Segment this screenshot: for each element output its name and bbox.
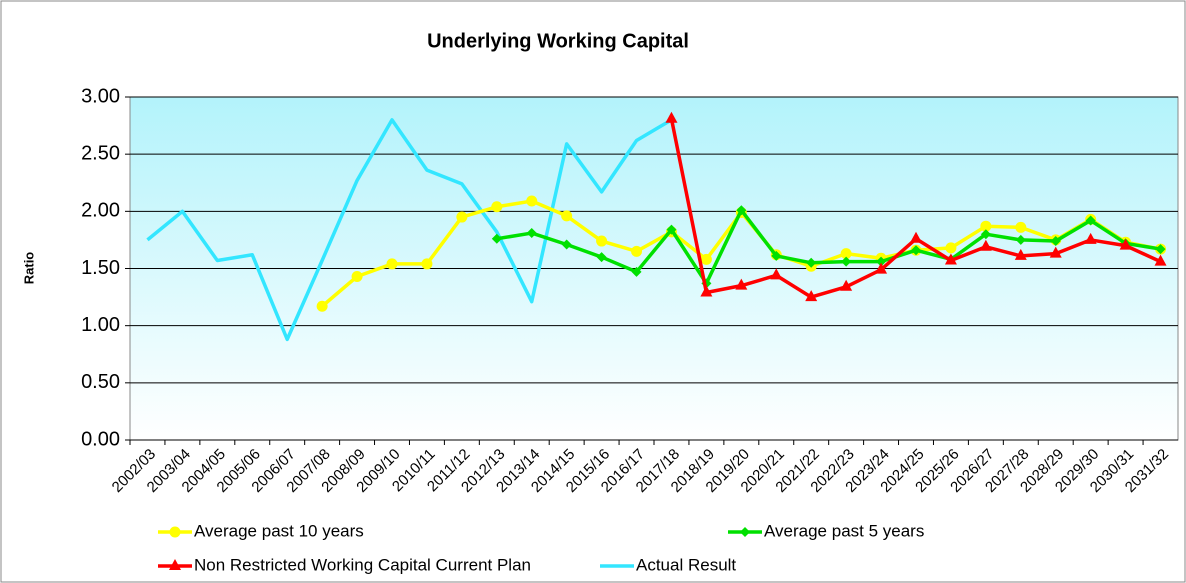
point [666, 224, 677, 235]
y-tick-label: 0.50 [81, 371, 120, 393]
point [740, 527, 750, 537]
legend-label: Average past 5 years [764, 521, 924, 540]
point [351, 271, 363, 283]
legend-label: Average past 10 years [194, 521, 364, 540]
point [875, 262, 888, 274]
point [456, 211, 468, 223]
point [631, 245, 643, 257]
point [526, 195, 538, 207]
point [169, 526, 181, 538]
y-tick-label: 2.50 [81, 142, 120, 164]
point [945, 242, 957, 254]
point [1050, 236, 1061, 247]
point [596, 252, 607, 263]
y-tick-label: 3.00 [81, 85, 120, 107]
point [1015, 234, 1026, 245]
legend-label: Non Restricted Working Capital Current P… [194, 555, 531, 574]
point [840, 248, 852, 260]
point [491, 201, 503, 213]
point [980, 220, 992, 232]
y-tick-label: 0.00 [81, 428, 120, 450]
point [561, 239, 572, 250]
point [665, 111, 678, 123]
point [1119, 238, 1132, 250]
y-tick-label: 1.00 [81, 314, 120, 336]
point [700, 253, 712, 265]
series-line [146, 118, 673, 342]
point [771, 250, 782, 261]
point [806, 257, 817, 268]
point [1015, 221, 1027, 233]
y-tick-label: 1.50 [81, 257, 120, 279]
point [700, 285, 713, 297]
series-line [496, 208, 1161, 286]
point [169, 559, 181, 570]
point [840, 279, 853, 291]
point [421, 258, 433, 270]
point [770, 268, 783, 280]
point [911, 245, 921, 256]
point [561, 210, 573, 222]
point [631, 266, 642, 277]
point [1084, 232, 1097, 244]
point [491, 233, 502, 244]
point [1155, 244, 1166, 255]
legend-label: Actual Result [636, 555, 736, 574]
point [736, 205, 747, 216]
point [979, 239, 992, 251]
y-tick-label: 2.00 [81, 200, 120, 222]
point [596, 235, 608, 247]
point [805, 290, 818, 302]
chart-title: Underlying Working Capital [427, 30, 689, 52]
point [526, 228, 537, 239]
y-axis-label: Ratio [21, 252, 36, 285]
point [980, 229, 991, 240]
point [841, 256, 852, 267]
point [1154, 254, 1167, 266]
point [910, 231, 922, 243]
point [735, 278, 748, 290]
point [1085, 215, 1096, 226]
point [876, 256, 887, 267]
point [944, 253, 957, 265]
point [386, 258, 398, 270]
point [1049, 246, 1062, 258]
point [316, 300, 328, 312]
point [1014, 248, 1027, 260]
